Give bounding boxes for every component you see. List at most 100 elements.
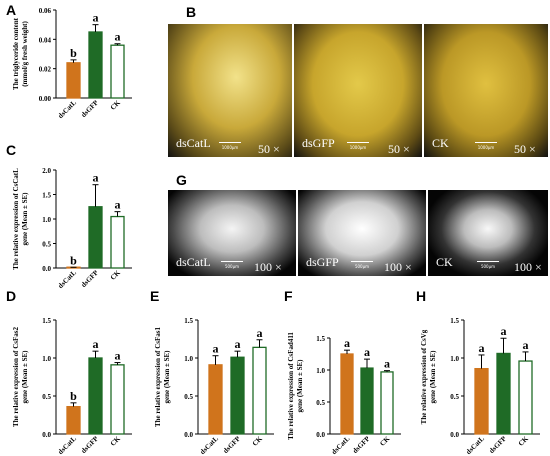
chart-d-ytick-label: 0.5 [42, 393, 51, 401]
chart-a-ylabel: (mmol/g fresh weight) [21, 21, 29, 87]
chart-h-ylabel: The relative expression of CsVg [420, 329, 428, 424]
chart-h-sig-letter: a [501, 324, 507, 338]
photo-b3-scale-text: 1000μm [477, 145, 495, 150]
chart-a-bar-dsCatL [66, 62, 81, 99]
chart-a-sig-letter: a [93, 11, 99, 25]
photo-b1-caption: dsCatL [176, 136, 211, 150]
photo-g3-magnification: 100 × [514, 260, 542, 274]
panel-label-h: H [416, 288, 427, 304]
chart-d-ytick-label: 0.0 [42, 431, 51, 439]
chart-c-category-label: dsGFP [80, 268, 101, 289]
photo-b2: dsGFP 1000μm [294, 24, 422, 157]
chart-h-ytick-label: 1.5 [450, 317, 459, 325]
chart-h-bar-dsCatL [474, 367, 489, 435]
photo-b1: dsCatL 1000μm [168, 24, 292, 157]
photo-g2-caption: dsGFP [306, 255, 339, 269]
photo-b3: CK 1000μm [424, 24, 548, 157]
chart-d-ytick-label: 1.0 [42, 355, 51, 363]
chart-d-sig-letter: b [70, 389, 77, 403]
chart-d-ylabel: gene (Mean ± SE) [21, 350, 29, 404]
chart-f-ytick-label: 0.5 [316, 399, 325, 407]
chart-h-ytick-label: 1.0 [450, 355, 459, 363]
chart-a-category-label: CK [109, 98, 122, 111]
panel-label-a: A [6, 2, 17, 18]
chart-d-category-label: dsGFP [80, 434, 101, 455]
chart-e-sig-letter: a [213, 342, 219, 356]
chart-f-ylabel: gene (Mean ± SE) [296, 359, 304, 413]
chart-f-category-label: dsCatL [330, 435, 352, 456]
chart-f-sig-letter: a [364, 345, 370, 359]
chart-c-bar-dsGFP [88, 206, 103, 269]
chart-f-bar-CK [380, 371, 394, 435]
photo-b1-scale-text: 1000μm [221, 145, 239, 150]
chart-c-ylabel: The relative expression of CsCatL [12, 168, 20, 270]
chart-e-ylabel: gene (Mean ± SE) [163, 350, 171, 404]
chart-f-category-label: CK [378, 434, 391, 447]
photo-g1-scale-bar [221, 261, 243, 262]
chart-d-ytick-label: 1.5 [42, 317, 51, 325]
photo-g3: CK 500μm [428, 190, 548, 276]
chart-a-bar-dsGFP [88, 31, 103, 99]
photo-b2-scale-bar [347, 142, 369, 143]
chart-c-ytick-label: 0.5 [42, 241, 51, 249]
chart-c-category-label: dsCatL [57, 269, 79, 291]
chart-d-sig-letter: a [93, 337, 99, 351]
panel-label-e: E [150, 288, 160, 304]
panel-label-d: D [6, 288, 17, 304]
chart-h-category-label: dsGFP [488, 434, 509, 455]
chart-e-ytick-label: 0.0 [184, 431, 193, 439]
photo-g3-caption: CK [436, 255, 453, 269]
chart-f-ytick-label: 0.0 [316, 431, 325, 439]
chart-d-bar-CK [110, 364, 125, 435]
photo-g1: dsCatL 500μm [168, 190, 296, 276]
panel-label-b: B [186, 4, 197, 20]
chart-a-category-label: dsCatL [57, 99, 79, 121]
chart-h-ytick-label: 0.5 [450, 393, 459, 401]
chart-d-category-label: CK [109, 434, 122, 447]
chart-e-sig-letter: a [235, 337, 241, 351]
chart-c-bar-CK [110, 215, 125, 269]
chart-h-category-label: CK [517, 434, 530, 447]
chart-e-bar-dsGFP [230, 356, 245, 435]
chart-e-ytick-label: 1.5 [184, 317, 193, 325]
chart-a-ytick-label: 0.02 [39, 66, 52, 74]
chart-a-sig-letter: a [115, 30, 121, 44]
chart-c-sig-letter: a [93, 171, 99, 185]
chart-e-category-label: CK [251, 434, 264, 447]
chart-e-bar-CK [252, 346, 267, 435]
photo-g2: dsGFP 500μm [298, 190, 426, 276]
photo-b3-scale-bar [475, 142, 497, 143]
chart-c-ytick-label: 2.0 [42, 167, 51, 175]
chart-a-sig-letter: b [70, 46, 77, 60]
chart-a-category-label: dsGFP [80, 98, 101, 119]
chart-d-sig-letter: a [115, 349, 121, 363]
panel-label-c: C [6, 142, 17, 158]
chart-c-sig-letter: b [70, 253, 77, 267]
chart-c-ytick-label: 1.5 [42, 192, 51, 200]
chart-h-bar-CK [518, 360, 533, 435]
chart-d-ylabel: The relative expression of CsFas2 [12, 326, 20, 427]
chart-e-ylabel: The relative expression of CsFas1 [154, 326, 162, 427]
photo-g2-scale-text: 500μm [354, 264, 370, 269]
chart-f-bar-dsGFP [360, 367, 374, 435]
chart-h-ylabel: gene (Mean ± SE) [429, 350, 437, 404]
photo-g3-scale-text: 500μm [480, 264, 496, 269]
chart-h-ytick-label: 0.0 [450, 431, 459, 439]
chart-c-category-label: CK [109, 268, 122, 281]
chart-f-ytick-label: 1.0 [316, 367, 325, 375]
chart-a-ytick-label: 0.00 [39, 95, 52, 103]
photo-g3-scale-bar [477, 261, 499, 262]
chart-f-ylabel: The relative expression of CsFad411 [287, 332, 295, 440]
chart-a-ytick-label: 0.06 [39, 7, 52, 15]
chart-e-ytick-label: 0.5 [184, 393, 193, 401]
photo-g1-scale-text: 500μm [224, 264, 240, 269]
chart-h-bar-dsGFP [496, 352, 511, 435]
photo-b1-scale-bar [219, 142, 241, 143]
chart-c-ytick-label: 1.0 [42, 216, 51, 224]
chart-e-category-label: dsGFP [222, 434, 243, 455]
chart-a-ylabel: The triglyceride content [12, 17, 20, 90]
panel-label-f: F [284, 288, 293, 304]
chart-e-sig-letter: a [257, 326, 263, 340]
photo-g2-magnification: 100 × [384, 260, 412, 274]
